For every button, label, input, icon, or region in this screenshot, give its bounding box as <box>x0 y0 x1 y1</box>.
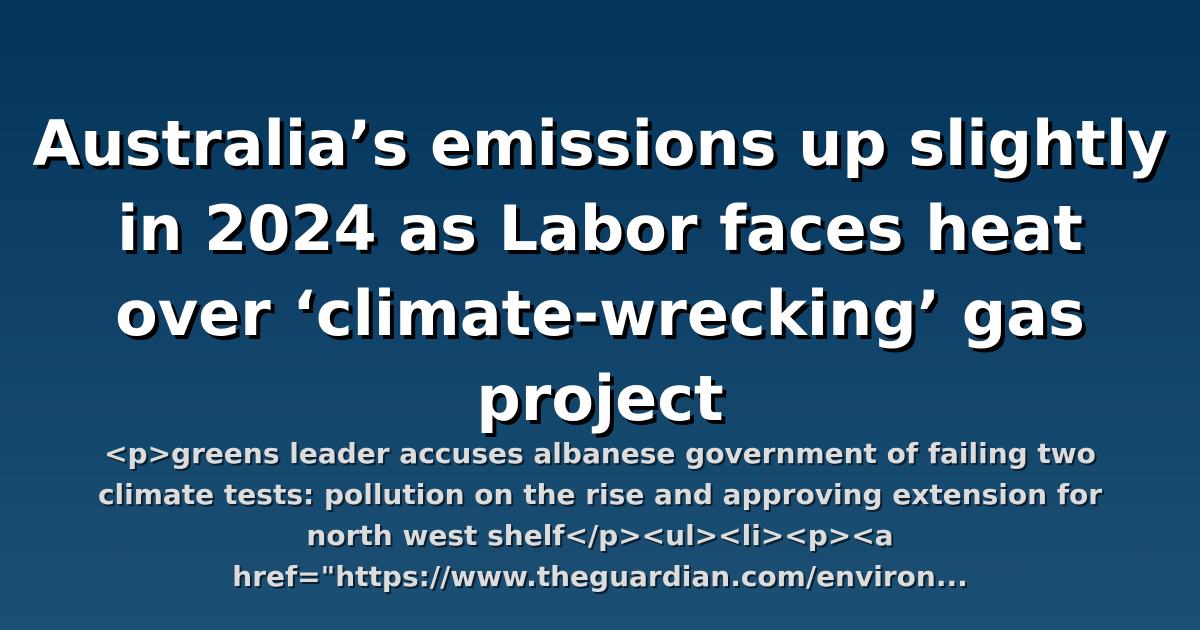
article-headline: Australia’s emissions up slightly in 202… <box>32 107 1168 435</box>
article-summary: <p>greens leader accuses albanese govern… <box>97 437 1103 593</box>
